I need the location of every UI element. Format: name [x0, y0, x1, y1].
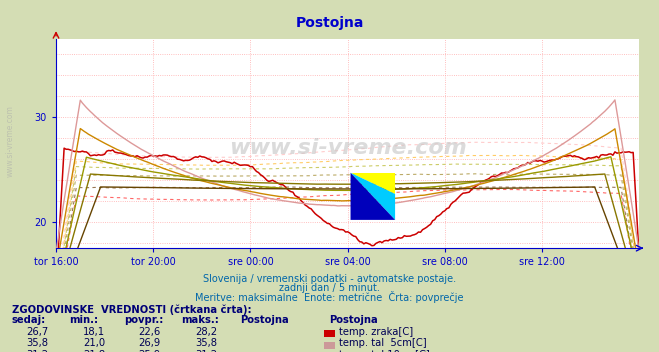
Text: temp. tal  5cm[C]: temp. tal 5cm[C]	[339, 338, 426, 348]
Text: ZGODOVINSKE  VREDNOSTI (črtkana črta):: ZGODOVINSKE VREDNOSTI (črtkana črta):	[12, 304, 252, 315]
Text: min.:: min.:	[69, 315, 98, 325]
Text: 21,8: 21,8	[83, 350, 105, 352]
Text: www.si-vreme.com: www.si-vreme.com	[5, 105, 14, 177]
Polygon shape	[351, 173, 395, 194]
Text: 25,9: 25,9	[138, 350, 160, 352]
Text: 26,7: 26,7	[26, 327, 48, 337]
Text: 21,0: 21,0	[83, 338, 105, 348]
Text: Postojna: Postojna	[241, 315, 289, 325]
Text: sedaj:: sedaj:	[12, 315, 46, 325]
Text: 31,2: 31,2	[26, 350, 48, 352]
Text: temp. tal 10cm[C]: temp. tal 10cm[C]	[339, 350, 430, 352]
Text: maks.:: maks.:	[181, 315, 219, 325]
Text: 31,2: 31,2	[195, 350, 217, 352]
Polygon shape	[351, 173, 395, 220]
Text: 28,2: 28,2	[195, 327, 217, 337]
Text: 35,8: 35,8	[196, 338, 217, 348]
Text: Postojna: Postojna	[330, 315, 378, 325]
Text: 26,9: 26,9	[138, 338, 160, 348]
Text: 35,8: 35,8	[26, 338, 48, 348]
Polygon shape	[351, 173, 395, 220]
Text: Slovenija / vremenski podatki - avtomatske postaje.: Slovenija / vremenski podatki - avtomats…	[203, 274, 456, 284]
Text: temp. zraka[C]: temp. zraka[C]	[339, 327, 413, 337]
Text: 18,1: 18,1	[83, 327, 105, 337]
Text: 22,6: 22,6	[138, 327, 160, 337]
Text: www.si-vreme.com: www.si-vreme.com	[229, 138, 467, 158]
Text: Postojna: Postojna	[295, 16, 364, 30]
Text: Meritve: maksimalne  Enote: metrične  Črta: povprečje: Meritve: maksimalne Enote: metrične Črta…	[195, 291, 464, 303]
Text: povpr.:: povpr.:	[124, 315, 163, 325]
Text: zadnji dan / 5 minut.: zadnji dan / 5 minut.	[279, 283, 380, 294]
